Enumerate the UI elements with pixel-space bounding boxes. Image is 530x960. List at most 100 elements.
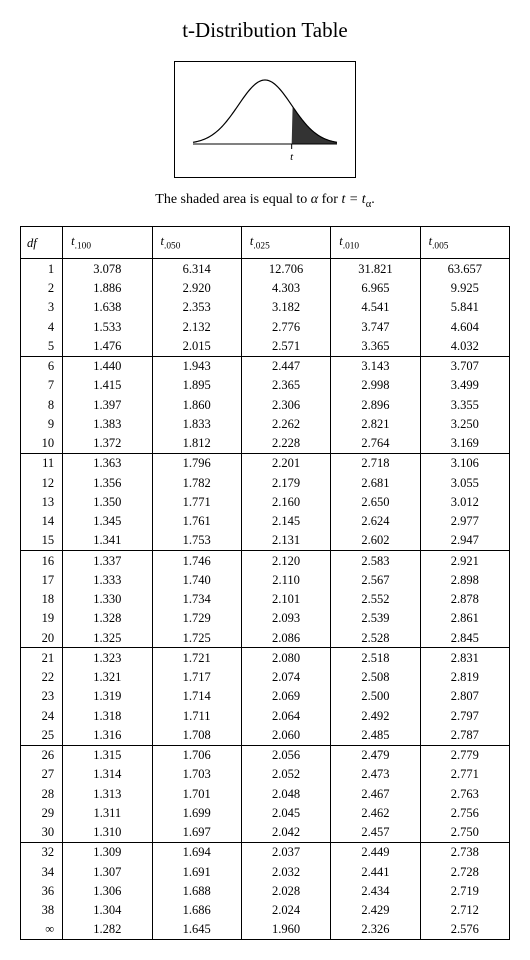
cell-value: 2.052 <box>241 765 330 784</box>
cell-value: 2.086 <box>241 628 330 648</box>
cell-df: ∞ <box>21 920 63 940</box>
cell-value: 2.756 <box>420 803 509 822</box>
cell-value: 3.707 <box>420 356 509 376</box>
cell-value: 1.761 <box>152 512 241 531</box>
cell-value: 1.314 <box>63 765 152 784</box>
table-row: 121.3561.7822.1792.6813.055 <box>21 473 510 492</box>
cell-value: 1.708 <box>152 725 241 745</box>
cell-value: 2.306 <box>241 395 330 414</box>
cell-value: 3.055 <box>420 473 509 492</box>
cell-value: 2.467 <box>331 784 420 803</box>
cell-value: 2.069 <box>241 687 330 706</box>
table-row: ∞1.2821.6451.9602.3262.576 <box>21 920 510 940</box>
table-row: 161.3371.7462.1202.5832.921 <box>21 551 510 571</box>
table-row: 91.3831.8332.2622.8213.250 <box>21 414 510 433</box>
cell-df: 11 <box>21 453 63 473</box>
cell-value: 2.160 <box>241 492 330 511</box>
cell-df: 28 <box>21 784 63 803</box>
cell-df: 4 <box>21 317 63 336</box>
cell-value: 63.657 <box>420 259 509 279</box>
cell-value: 2.441 <box>331 862 420 881</box>
table-row: 41.5332.1322.7763.7474.604 <box>21 317 510 336</box>
cell-value: 2.719 <box>420 881 509 900</box>
cell-value: 2.064 <box>241 706 330 725</box>
figure-wrap: t <box>20 61 510 178</box>
table-row: 71.4151.8952.3652.9983.499 <box>21 376 510 395</box>
table-row: 251.3161.7082.0602.4852.787 <box>21 725 510 745</box>
table-row: 13.0786.31412.70631.82163.657 <box>21 259 510 279</box>
table-row: 261.3151.7062.0562.4792.779 <box>21 745 510 765</box>
cell-df: 9 <box>21 414 63 433</box>
cell-value: 2.712 <box>420 901 509 920</box>
cell-value: 2.045 <box>241 803 330 822</box>
distribution-curve-svg: t <box>185 68 345 168</box>
cell-value: 2.977 <box>420 512 509 531</box>
cell-value: 1.316 <box>63 725 152 745</box>
cell-value: 2.110 <box>241 570 330 589</box>
cell-df: 20 <box>21 628 63 648</box>
cell-value: 2.845 <box>420 628 509 648</box>
cell-value: 4.303 <box>241 279 330 298</box>
cell-value: 2.567 <box>331 570 420 589</box>
cell-value: 1.734 <box>152 590 241 609</box>
cell-value: 1.306 <box>63 881 152 900</box>
cell-value: 1.415 <box>63 376 152 395</box>
cell-value: 1.699 <box>152 803 241 822</box>
cell-value: 1.325 <box>63 628 152 648</box>
cell-value: 2.449 <box>331 842 420 862</box>
cell-value: 2.024 <box>241 901 330 920</box>
cell-value: 1.307 <box>63 862 152 881</box>
cell-value: 2.353 <box>152 298 241 317</box>
cell-df: 7 <box>21 376 63 395</box>
cell-value: 2.201 <box>241 453 330 473</box>
cell-value: 2.998 <box>331 376 420 395</box>
cell-value: 2.831 <box>420 648 509 668</box>
table-row: 61.4401.9432.4473.1433.707 <box>21 356 510 376</box>
cell-value: 1.383 <box>63 414 152 433</box>
cell-value: 1.318 <box>63 706 152 725</box>
cell-df: 1 <box>21 259 63 279</box>
caption-suffix: . <box>371 192 375 207</box>
caption-teq: t = tα <box>341 192 371 207</box>
page-title: t-Distribution Table <box>20 18 510 43</box>
cell-value: 1.694 <box>152 842 241 862</box>
cell-value: 1.397 <box>63 395 152 414</box>
cell-value: 1.812 <box>152 434 241 454</box>
cell-value: 31.821 <box>331 259 420 279</box>
cell-value: 2.492 <box>331 706 420 725</box>
cell-value: 1.833 <box>152 414 241 433</box>
cell-df: 8 <box>21 395 63 414</box>
table-row: 201.3251.7252.0862.5282.845 <box>21 628 510 648</box>
cell-value: 9.925 <box>420 279 509 298</box>
cell-value: 2.060 <box>241 725 330 745</box>
cell-value: 3.169 <box>420 434 509 454</box>
figure-caption: The shaded area is equal to α for t = tα… <box>20 192 510 210</box>
col-t.010: t.010 <box>331 226 420 259</box>
cell-value: 2.771 <box>420 765 509 784</box>
t-distribution-table: dft.100t.050t.025t.010t.005 13.0786.3141… <box>20 226 510 940</box>
cell-value: 2.898 <box>420 570 509 589</box>
cell-value: 1.697 <box>152 823 241 843</box>
cell-value: 1.313 <box>63 784 152 803</box>
cell-value: 2.179 <box>241 473 330 492</box>
cell-value: 4.032 <box>420 336 509 356</box>
cell-df: 30 <box>21 823 63 843</box>
cell-value: 1.333 <box>63 570 152 589</box>
cell-value: 2.429 <box>331 901 420 920</box>
cell-value: 1.701 <box>152 784 241 803</box>
cell-value: 2.434 <box>331 881 420 900</box>
cell-value: 1.310 <box>63 823 152 843</box>
cell-value: 2.576 <box>420 920 509 940</box>
cell-df: 12 <box>21 473 63 492</box>
cell-value: 3.747 <box>331 317 420 336</box>
cell-df: 13 <box>21 492 63 511</box>
cell-value: 1.725 <box>152 628 241 648</box>
cell-value: 1.714 <box>152 687 241 706</box>
table-head: dft.100t.050t.025t.010t.005 <box>21 226 510 259</box>
cell-df: 22 <box>21 668 63 687</box>
t-axis-label: t <box>290 151 294 163</box>
cell-value: 1.703 <box>152 765 241 784</box>
header-row: dft.100t.050t.025t.010t.005 <box>21 226 510 259</box>
cell-value: 1.440 <box>63 356 152 376</box>
cell-value: 6.965 <box>331 279 420 298</box>
